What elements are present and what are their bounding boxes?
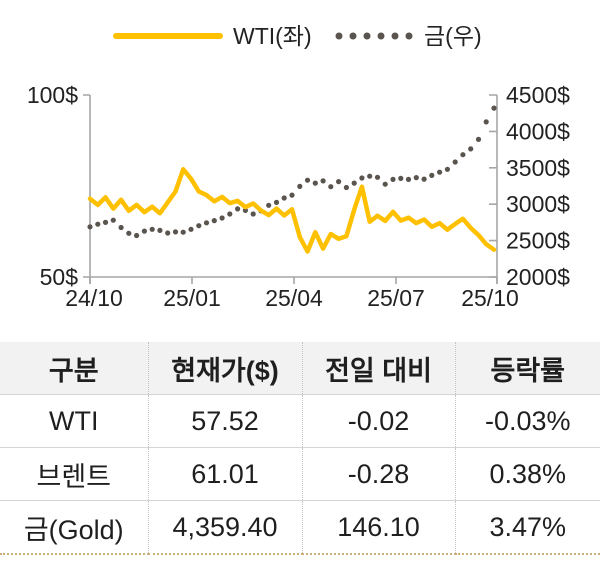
gold-label: 금(Gold): [0, 500, 148, 554]
x-tick-2501: 25/01: [163, 285, 221, 311]
legend-label-wti: WTI(좌): [233, 23, 312, 49]
axis-frame: [89, 95, 498, 284]
brent-change-pct: 0.38%: [454, 447, 600, 501]
price-chart: WTI(좌) 금(우) 100$ 50$ 4500$ 4000$ 3500$ 3…: [27, 23, 570, 311]
brent-day-change: -0.28: [301, 447, 455, 501]
gold-day-change: 146.10: [301, 500, 455, 554]
header-price: 현재가($): [147, 342, 302, 395]
header-day-change: 전일 대비: [301, 342, 455, 395]
table-row-brent: 브렌트 61.01 -0.28 0.38%: [0, 447, 600, 501]
brent-price: 61.01: [147, 447, 302, 501]
right-tick-3500: 3500$: [506, 155, 570, 181]
right-tick-4500: 4500$: [506, 82, 570, 108]
table-row-wti: WTI 57.52 -0.02 -0.03%: [0, 394, 600, 448]
wti-label: WTI: [0, 394, 148, 448]
wti-price: 57.52: [147, 394, 302, 448]
right-tick-4000: 4000$: [506, 118, 570, 144]
header-category: 구분: [0, 342, 148, 395]
gold-change-pct: 3.47%: [454, 500, 600, 554]
x-tick-2510: 25/10: [461, 285, 519, 311]
wti-series-line: [87, 167, 497, 254]
right-tick-3000: 3000$: [506, 191, 570, 217]
gold-price: 4,359.40: [147, 500, 302, 554]
x-tick-2504: 25/04: [265, 285, 323, 311]
wti-day-change: -0.02: [301, 394, 455, 448]
right-tick-2000: 2000$: [506, 264, 570, 290]
left-axis-labels: 100$ 50$: [27, 82, 78, 290]
brent-label: 브렌트: [0, 447, 148, 501]
wti-change-pct: -0.03%: [454, 394, 600, 448]
table-header-row: 구분 현재가($) 전일 대비 등락률: [0, 342, 600, 395]
axis-ticks: [83, 94, 498, 284]
header-change-pct: 등락률: [454, 342, 600, 395]
x-axis-labels: 24/10 25/01 25/04 25/07 25/10: [65, 285, 519, 311]
left-tick-100: 100$: [27, 82, 78, 108]
x-tick-2410: 24/10: [65, 285, 123, 311]
gold-series-dots: [87, 105, 497, 239]
right-tick-2500: 2500$: [506, 228, 570, 254]
chart-legend: WTI(좌) 금(우): [113, 23, 482, 49]
left-tick-50: 50$: [40, 264, 79, 290]
gold-dots-swatch-icon: [335, 32, 413, 40]
legend-label-gold: 금(우): [424, 23, 482, 49]
price-table: 구분 현재가($) 전일 대비 등락률 WTI 57.52 -0.02 -0.0…: [0, 342, 600, 555]
right-axis-labels: 4500$ 4000$ 3500$ 3000$ 2500$ 2000$: [506, 82, 570, 290]
table-row-gold: 금(Gold) 4,359.40 146.10 3.47%: [0, 500, 600, 554]
x-tick-2507: 25/07: [367, 285, 425, 311]
